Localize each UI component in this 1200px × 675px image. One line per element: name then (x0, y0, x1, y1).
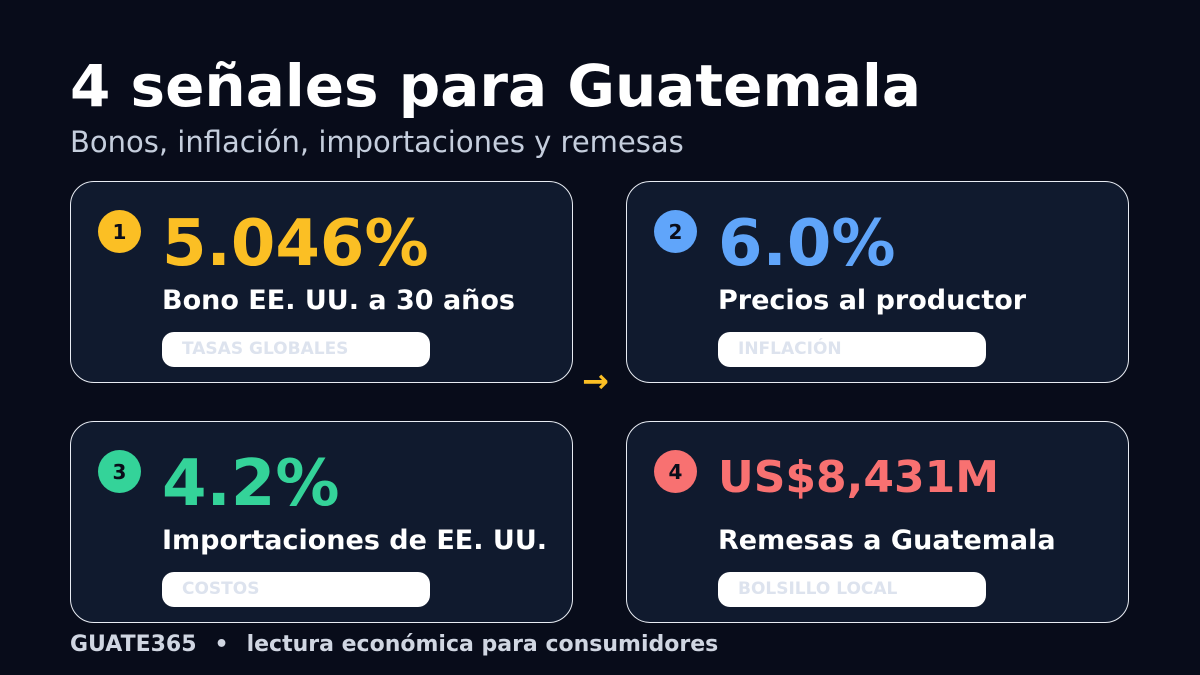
card-value: US$8,431M (718, 452, 999, 503)
card-label: Precios al productor (718, 285, 1027, 316)
card-value: 6.0% (718, 207, 896, 281)
card-number: 4 (654, 450, 697, 493)
card-tag: INFLACIÓN (718, 332, 986, 367)
card-tag: COSTOS (162, 572, 430, 607)
card: 3 4.2% Importaciones de EE. UU. COSTOS (70, 421, 573, 623)
card-value: 4.2% (162, 447, 340, 521)
card-label: Bono EE. UU. a 30 años (162, 285, 516, 316)
card-tag: TASAS GLOBALES (162, 332, 430, 367)
card-number: 2 (654, 210, 697, 253)
card-value: 5.046% (162, 207, 429, 281)
card-tag: BOLSILLO LOCAL (718, 572, 986, 607)
card-label: Remesas a Guatemala (718, 525, 1056, 556)
card: 2 6.0% Precios al productor INFLACIÓN (626, 181, 1129, 383)
subtitle: Bonos, inflación, importaciones y remesa… (70, 125, 684, 159)
card-number: 1 (98, 210, 141, 253)
title: 4 señales para Guatemala (70, 52, 922, 120)
card: 4 US$8,431M Remesas a Guatemala BOLSILLO LO… (626, 421, 1129, 623)
brand: GUATE365 (70, 632, 197, 657)
arrow-icon: → (582, 362, 609, 400)
tagline: lectura económica para consumidores (246, 632, 719, 657)
footer: GUATE365 • lectura económica para consumid… (70, 632, 736, 657)
card: 1 5.046% Bono EE. UU. a 30 años TASAS GLOBA… (70, 181, 573, 383)
card-number: 3 (98, 450, 141, 493)
separator: • (214, 632, 229, 657)
card-label: Importaciones de EE. UU. (162, 525, 548, 556)
